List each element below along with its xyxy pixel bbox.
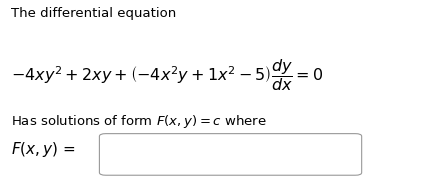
Text: $-4xy^2 + 2xy + \left( -4x^2y + 1x^2 - 5\right)\dfrac{dy}{dx} = 0$: $-4xy^2 + 2xy + \left( -4x^2y + 1x^2 - 5… bbox=[11, 57, 323, 93]
Text: $F(x, y)$ =: $F(x, y)$ = bbox=[11, 140, 75, 159]
Text: Has solutions of form $F(x, y) = c$ where: Has solutions of form $F(x, y) = c$ wher… bbox=[11, 113, 266, 130]
FancyBboxPatch shape bbox=[99, 134, 362, 175]
Text: The differential equation: The differential equation bbox=[11, 7, 176, 20]
